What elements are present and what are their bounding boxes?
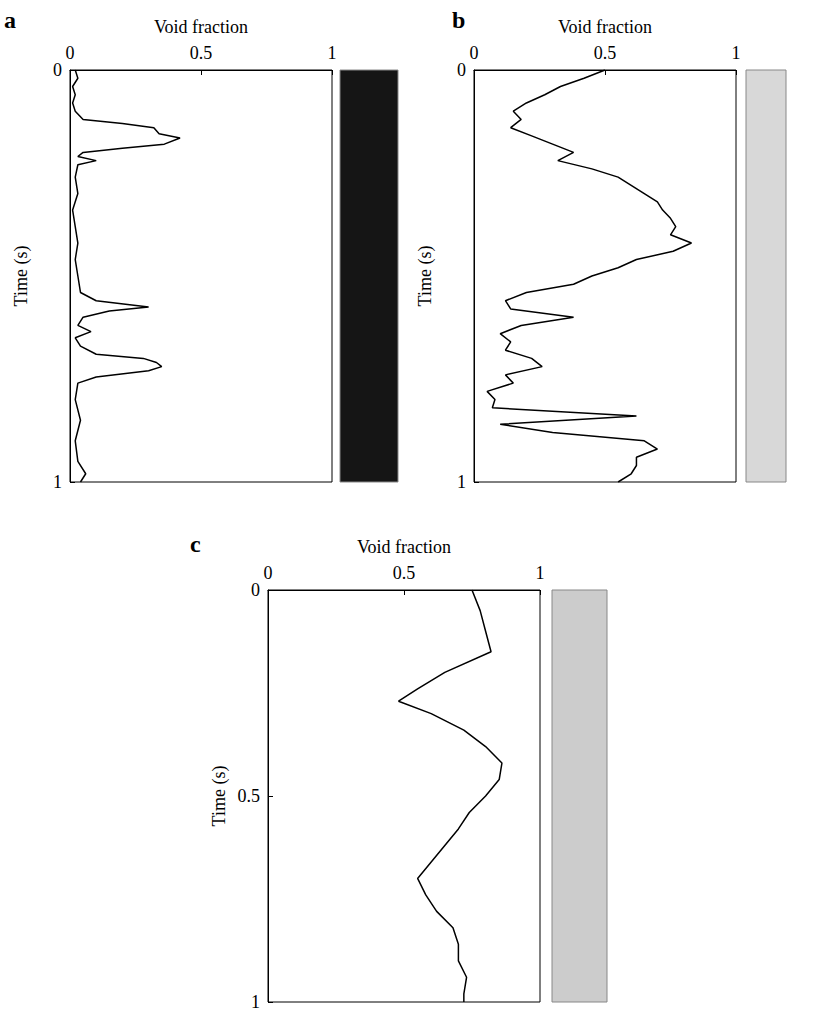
svg-text:c: c [190,531,201,557]
svg-text:1: 1 [732,43,741,63]
svg-text:Void fraction: Void fraction [558,17,652,37]
svg-text:1: 1 [536,563,545,583]
svg-text:1: 1 [457,472,466,492]
svg-text:Time (s): Time (s) [415,246,436,307]
svg-text:0.5: 0.5 [190,43,213,63]
svg-text:0.5: 0.5 [238,786,261,806]
svg-text:0: 0 [66,43,75,63]
svg-text:0: 0 [457,60,466,80]
svg-text:a: a [4,7,16,33]
svg-text:1: 1 [328,43,337,63]
svg-text:1: 1 [53,472,62,492]
svg-text:Time (s): Time (s) [11,246,32,307]
svg-text:0.5: 0.5 [393,563,416,583]
svg-text:Void fraction: Void fraction [154,17,248,37]
svg-text:0.5: 0.5 [594,43,617,63]
svg-text:0: 0 [251,580,260,600]
svg-text:Void fraction: Void fraction [357,537,451,557]
svg-text:Time (s): Time (s) [209,766,230,827]
svg-text:1: 1 [251,992,260,1012]
svg-text:b: b [452,7,465,33]
svg-text:0: 0 [264,563,273,583]
svg-text:0: 0 [470,43,479,63]
svg-text:0: 0 [53,60,62,80]
